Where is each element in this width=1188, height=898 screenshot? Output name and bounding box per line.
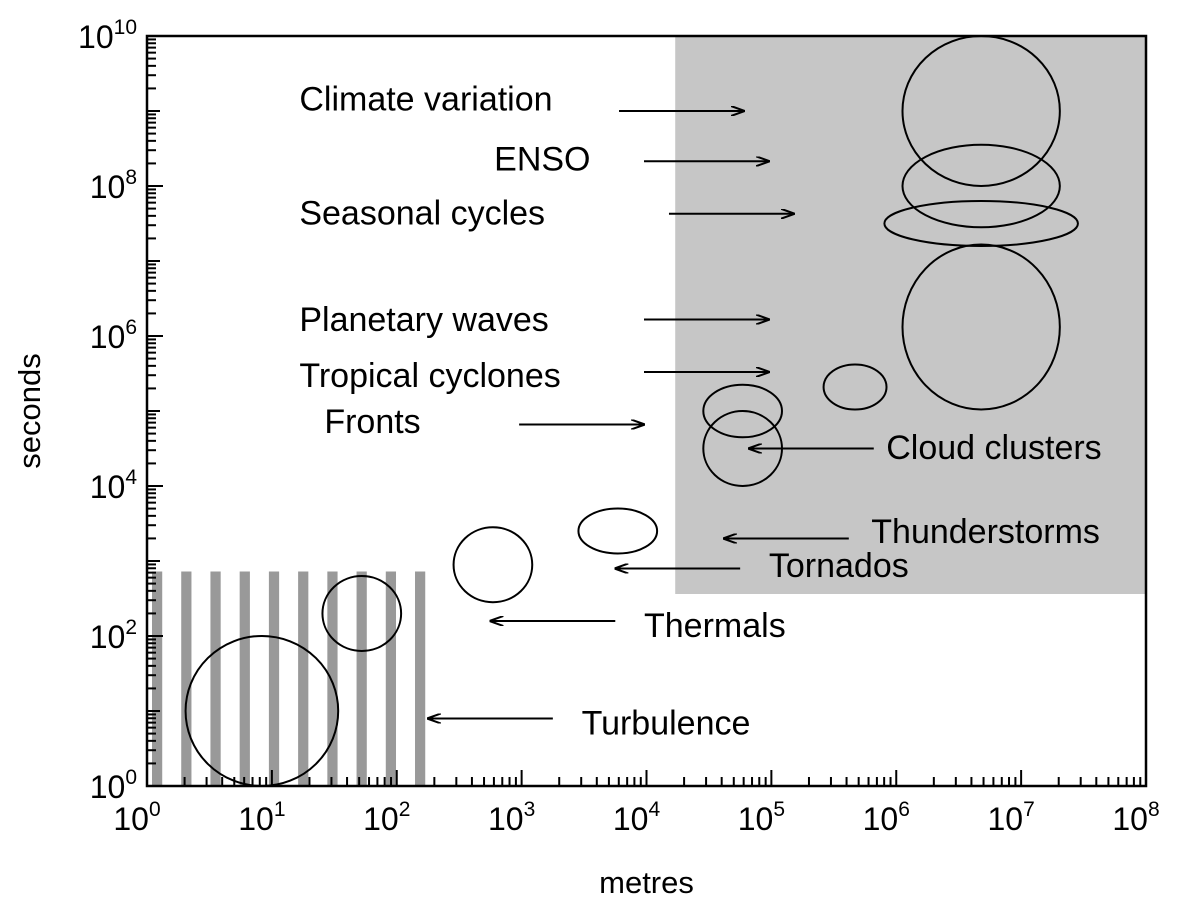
x-tick-label: 108: [1112, 798, 1159, 837]
label-planetary-waves: Planetary waves: [299, 301, 548, 339]
tick-exponent: 2: [125, 616, 137, 639]
ellipse-planetary-waves: [901, 243, 1061, 411]
hatch-bar: [239, 571, 250, 786]
tick-base: 10: [863, 801, 899, 837]
striped-region-microscale: [152, 571, 426, 786]
tick-exponent: 8: [1148, 798, 1160, 821]
label-tornados: Tornados: [769, 547, 909, 585]
hatch-bar: [210, 571, 221, 786]
y-tick-label: 106: [90, 316, 137, 355]
label-thermals: Thermals: [644, 607, 786, 645]
tick-labels: 100 101 102 103 104 105 106 107 1081001021041061…: [78, 16, 1160, 837]
tick-exponent: 10: [114, 16, 137, 39]
label-thunderstorms: Thunderstorms: [871, 513, 1100, 551]
hatch-bar: [152, 571, 163, 786]
tick-exponent: 0: [149, 798, 161, 821]
ellipse-tornados: [452, 526, 534, 604]
y-tick-label: 102: [90, 616, 137, 655]
tick-base: 10: [90, 319, 126, 355]
tick-base: 10: [1112, 801, 1148, 837]
tick-base: 10: [78, 19, 114, 55]
x-tick-label: 105: [738, 798, 785, 837]
phenomena-labels: Climate variation ENSO Seasonal cycles Plan…: [299, 80, 1101, 742]
tick-exponent: 5: [773, 798, 785, 821]
tick-base: 10: [90, 769, 126, 805]
phenomena-ellipses: [184, 35, 1079, 787]
tick-exponent: 3: [524, 798, 536, 821]
ellipse-seasonal-cycles: [883, 200, 1079, 247]
label-fronts: Fronts: [324, 403, 420, 441]
y-tick-label: 108: [90, 166, 137, 205]
hatch-bar: [298, 571, 309, 786]
hatch-bar: [268, 571, 280, 786]
tick-base: 10: [90, 619, 126, 655]
tick-exponent: 6: [898, 798, 910, 821]
label-climate-variation: Climate variation: [299, 80, 552, 118]
tick-exponent: 1: [274, 798, 286, 821]
tick-base: 10: [238, 801, 274, 837]
y-tick-label: 100: [90, 766, 137, 805]
hatch-bar: [385, 571, 397, 786]
label-cloud-clusters: Cloud clusters: [886, 429, 1101, 467]
y-tick-label: 1010: [78, 16, 137, 55]
tick-base: 10: [90, 169, 126, 205]
tick-exponent: 0: [125, 766, 137, 789]
annotation-arrows: [428, 111, 874, 719]
hatch-bar: [415, 571, 426, 786]
label-tropical-cyclones: Tropical cyclones: [299, 357, 560, 395]
tick-base: 10: [738, 801, 774, 837]
x-tick-label: 104: [613, 798, 661, 837]
tick-base: 10: [613, 801, 649, 837]
x-tick-label: 103: [488, 798, 535, 837]
label-enso: ENSO: [494, 140, 590, 178]
y-tick-label: 104: [90, 466, 138, 505]
label-turbulence: Turbulence: [582, 704, 751, 742]
hatch-bar: [181, 571, 192, 786]
tick-exponent: 7: [1023, 798, 1035, 821]
x-tick-label: 107: [987, 798, 1034, 837]
tick-base: 10: [987, 801, 1023, 837]
ellipse-turbulence: [184, 635, 340, 787]
label-seasonal-cycles: Seasonal cycles: [299, 194, 545, 232]
ellipse-thunderstorms: [577, 507, 659, 555]
x-tick-label: 102: [363, 798, 410, 837]
x-axis-label: metres: [599, 865, 694, 898]
tick-exponent: 6: [125, 316, 137, 339]
tick-base: 10: [113, 801, 149, 837]
tick-exponent: 4: [125, 466, 137, 489]
tick-base: 10: [363, 801, 399, 837]
tick-exponent: 4: [648, 798, 660, 821]
x-tick-label: 106: [863, 798, 910, 837]
x-tick-label: 100: [113, 798, 160, 837]
ellipse-tropical-cyclones: [822, 363, 888, 411]
y-axis-label: seconds: [12, 353, 47, 468]
hatch-bar: [356, 571, 367, 786]
tick-exponent: 2: [399, 798, 411, 821]
regions-layer: [152, 36, 1146, 786]
hatch-bar: [327, 571, 338, 786]
ellipse-enso: [901, 143, 1061, 229]
x-tick-label: 101: [238, 798, 285, 837]
axis-ticks: [146, 35, 1147, 787]
tick-base: 10: [90, 469, 126, 505]
shaded-region-mesoscale: [675, 36, 1146, 594]
tick-base: 10: [488, 801, 524, 837]
ellipse-fronts: [702, 383, 783, 439]
tick-exponent: 8: [125, 166, 137, 189]
ellipse-thermals: [321, 575, 403, 652]
